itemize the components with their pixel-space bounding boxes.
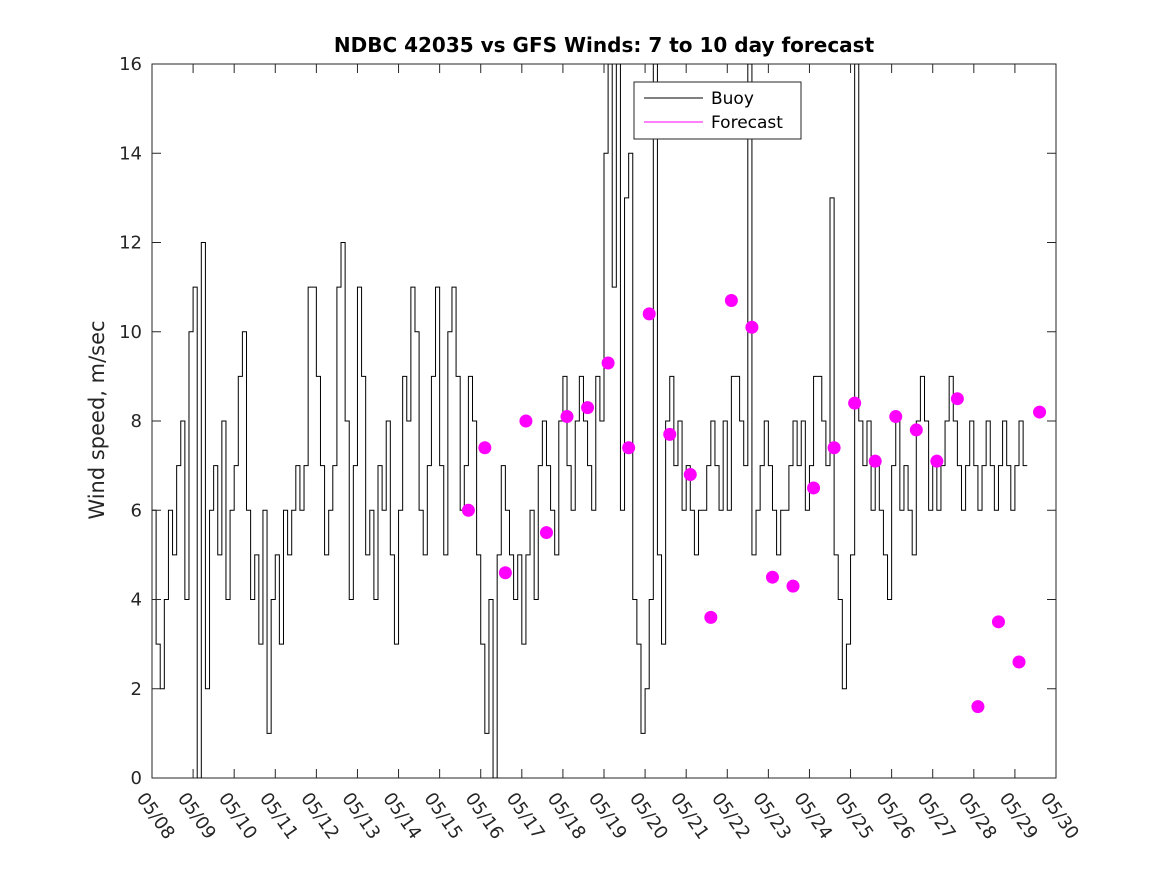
- forecast-point: [909, 423, 923, 437]
- y-axis-label: Wind speed, m/sec: [85, 320, 109, 519]
- series-group: [152, 64, 1047, 778]
- forecast-point: [663, 427, 677, 441]
- y-tick-label: 0: [131, 768, 142, 789]
- forecast-point: [889, 410, 903, 424]
- y-tick-label: 8: [131, 411, 142, 432]
- forecast-point: [930, 454, 944, 468]
- y-tick-label: 16: [119, 54, 142, 75]
- forecast-point: [827, 441, 841, 455]
- forecast-point: [1012, 655, 1026, 669]
- forecast-point: [642, 307, 656, 321]
- forecast-point: [581, 401, 595, 415]
- forecast-point: [724, 294, 738, 308]
- forecast-point: [807, 481, 821, 495]
- forecast-point: [765, 570, 779, 584]
- forecast-point: [786, 579, 800, 593]
- y-tick-label: 6: [131, 500, 142, 521]
- forecast-point: [519, 414, 533, 428]
- forecast-point: [622, 441, 636, 455]
- legend-forecast-label: Forecast: [711, 113, 783, 133]
- forecast-point: [950, 392, 964, 406]
- legend: Buoy Forecast: [633, 81, 802, 140]
- forecast-point: [745, 320, 759, 334]
- forecast-point: [704, 610, 718, 624]
- forecast-point: [601, 356, 615, 370]
- y-tick-label: 12: [119, 233, 142, 254]
- forecast-point: [991, 615, 1005, 629]
- chart-title: NDBC 42035 vs GFS Winds: 7 to 10 day for…: [334, 33, 875, 57]
- forecast-point: [478, 441, 492, 455]
- forecast-point: [498, 566, 512, 580]
- forecast-point: [868, 454, 882, 468]
- forecast-point: [971, 700, 985, 714]
- forecast-point: [683, 468, 697, 482]
- forecast-point: [1033, 405, 1047, 419]
- forecast-point: [539, 526, 553, 540]
- y-tick-label: 14: [119, 143, 142, 164]
- buoy-series-line: [152, 64, 1028, 778]
- forecast-point: [560, 410, 574, 424]
- forecast-point: [461, 503, 475, 517]
- legend-box: [633, 81, 802, 140]
- legend-buoy-label: Buoy: [711, 89, 754, 109]
- y-tick-label: 2: [131, 679, 142, 700]
- forecast-point: [848, 396, 862, 410]
- y-tick-label: 4: [131, 590, 142, 611]
- y-tick-label: 10: [119, 322, 142, 343]
